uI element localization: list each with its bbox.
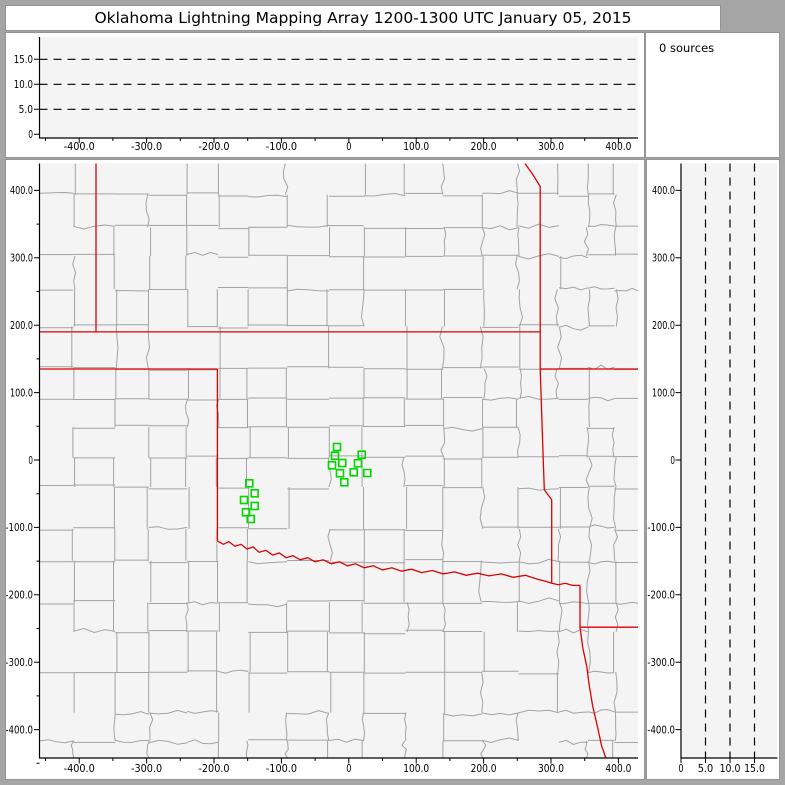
tick-label: -400.0 [64,762,95,775]
tick-label: 5.0 [19,103,33,116]
tick-label: -100.0 [266,762,297,775]
station-markers [239,442,372,524]
tick-label: 400.0 [10,184,33,197]
map-axes [38,163,638,759]
tick-label: 400.0 [605,140,631,153]
lma-station-marker [353,458,363,468]
tick-label: -400.0 [64,140,95,153]
lma-station-marker [239,495,249,505]
map-ticks [34,189,619,764]
lma-station-marker [349,467,359,477]
tick-label: -300.0 [647,656,675,669]
alt-ew-plot-area[interactable] [39,37,639,138]
tick-label: 300.0 [652,252,675,265]
tick-label: 15.0 [14,53,33,66]
state-borders [39,163,638,758]
lma-station-marker [335,468,345,478]
lma-station-marker [241,507,251,517]
tick-label: -100.0 [6,521,33,534]
lma-station-marker [330,451,340,461]
alt-ns-ticks [675,189,755,763]
lma-station-marker [362,468,372,478]
tick-label: 100.0 [403,140,429,153]
tick-label: 300.0 [538,140,564,153]
tick-label: 400.0 [605,762,631,775]
tick-label: -400.0 [647,723,675,736]
lma-station-marker [327,460,337,470]
tick-label: 300.0 [10,252,33,265]
tick-label: 100.0 [10,386,33,399]
tick-label: -300.0 [131,140,162,153]
altitude-ns-panel: 0 5.0 10.0 15.0 400.0 300.0 200.0 100.0 0 -100.0 -… [647,160,779,779]
lma-station-marker [332,442,342,452]
tick-label: -200.0 [198,140,229,153]
tick-label: 0 [670,454,675,467]
tick-label: -300.0 [6,656,33,669]
tick-label: 0 [28,128,33,141]
alt-ns-plot-area[interactable] [681,163,778,759]
tick-label: 200.0 [10,319,33,332]
tick-label: 200.0 [471,762,497,775]
tick-label: -100.0 [266,140,297,153]
tick-label: 200.0 [471,140,497,153]
tick-label: 0 [346,140,351,153]
title-bar: Oklahoma Lightning Mapping Array 1200-13… [6,6,720,30]
tick-label: -300.0 [131,762,162,775]
tick-label: 10.0 [14,78,33,91]
window-title: Oklahoma Lightning Mapping Array 1200-13… [94,9,632,27]
tick-label: 0 [28,454,33,467]
tick-label: 0 [678,762,683,775]
lma-station-marker [339,477,349,487]
altitude-ns-plot[interactable]: 0 5.0 10.0 15.0 400.0 300.0 200.0 100.0 0 -100.0 -… [647,160,779,779]
lma-station-marker [250,501,259,511]
tick-label: 300.0 [538,762,564,775]
tick-label: 100.0 [652,386,675,399]
lma-station-marker [250,488,259,498]
altitude-ew-plot[interactable]: -400.0 -300.0 -200.0 -100.0 0 100.0 200.0 300.0… [6,33,644,157]
tick-label: -200.0 [6,589,33,602]
plan-view-plot[interactable]: -400.0 -300.0 -200.0 -100.0 0 100.0 200.0 300.0… [6,160,644,779]
lma-station-marker [246,514,255,524]
plan-view-panel: -400.0 -300.0 -200.0 -100.0 0 100.0 200.0 300.0… [6,160,644,779]
tick-label: 5.0 [698,762,714,775]
alt-ew-axes [38,37,638,139]
lma-station-marker [245,478,254,488]
tick-label: 200.0 [652,319,675,332]
lma-station-marker [357,450,367,460]
tick-label: -200.0 [198,762,229,775]
tick-label: -100.0 [647,521,675,534]
sources-count-label: 0 sources [659,41,715,55]
alt-ew-ticks [34,58,619,143]
tick-label: 0 [346,762,351,775]
tick-label: 15.0 [744,762,765,775]
tick-label: 10.0 [720,762,741,775]
lma-station-marker [337,458,347,468]
altitude-ew-panel: -400.0 -300.0 -200.0 -100.0 0 100.0 200.0 300.0… [6,33,644,157]
tick-label: 100.0 [403,762,429,775]
tick-label: -200.0 [647,589,675,602]
tick-label: 400.0 [652,184,675,197]
tick-label: -400.0 [6,723,33,736]
sources-panel: 0 sources [646,33,779,157]
